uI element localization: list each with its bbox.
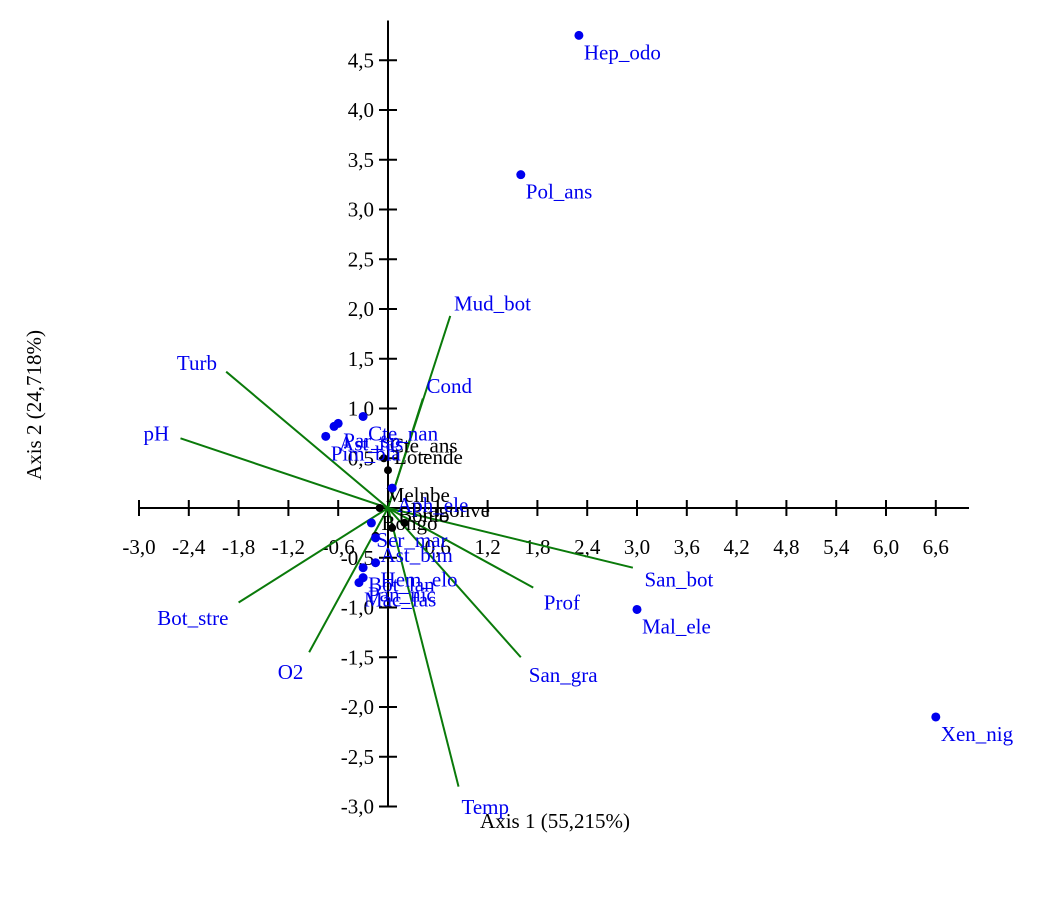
y-tick-label: -2,5: [341, 745, 374, 769]
y-tick-label: -3,0: [341, 795, 374, 819]
species-label: Pol_ans: [526, 180, 593, 204]
y-tick-label: 0,5: [348, 446, 374, 470]
vector-label: San_bot: [645, 568, 714, 592]
sample-point: [375, 504, 384, 512]
vector-label: Mud_bot: [454, 292, 531, 316]
y-tick-label: -0,5: [341, 546, 374, 570]
species-label: Aph_ele: [397, 493, 468, 517]
vector-label: Bot_stre: [157, 606, 228, 630]
y-tick-label: 3,0: [348, 198, 374, 222]
axes: -3,0 -2,4 -1,8 -1,2 -0,6 0,6 1,2 1,8 2,4 3,0 3,6 4,…: [122, 20, 969, 819]
species-point: [371, 558, 381, 568]
x-tick-label: -3,0: [122, 535, 155, 559]
species-point: [387, 483, 397, 493]
sample-point: [379, 454, 388, 463]
x-tick-label: 2,4: [574, 535, 601, 559]
species-label: Hep_odo: [584, 40, 661, 64]
species-label: Pim_bla: [331, 441, 402, 465]
species-point: [516, 170, 526, 180]
species-point: [358, 563, 368, 573]
y-tick-label: 2,0: [348, 297, 374, 321]
vector-label: O2: [278, 660, 304, 684]
x-tick-label: -1,8: [222, 535, 255, 559]
y-tick-label: -2,0: [341, 695, 374, 719]
species-point: [371, 533, 381, 543]
sample-point: [384, 466, 392, 475]
y-tick-label: 4,0: [348, 98, 374, 122]
species-label: Bot_lan: [368, 573, 435, 597]
species-point: [329, 421, 339, 431]
species-label: Ast_fas: [339, 431, 403, 455]
vector-bot-stre: [238, 507, 389, 604]
species-point: [931, 712, 941, 722]
sample-label: Cte_ans: [390, 433, 458, 457]
vector-label: pH: [143, 422, 169, 446]
species-label: Mal_ele: [642, 614, 711, 638]
x-tick-label: 1,2: [474, 535, 500, 559]
sample-point: [400, 518, 409, 527]
vector-turb: [225, 370, 389, 509]
y-tick-label: -1,0: [341, 596, 374, 620]
species-point: [632, 604, 642, 614]
sample-point: [388, 523, 397, 532]
vector-temp: [387, 507, 460, 787]
y-axis-label: Axis 2 (24,718%): [22, 330, 46, 480]
species-label: Ser_mar: [376, 528, 447, 552]
x-tick-label: 6,6: [923, 535, 949, 559]
species-label: Ast_bim: [381, 543, 453, 567]
x-tick-label: 5,4: [823, 535, 850, 559]
vector-san-bot: [387, 507, 634, 569]
species-point: [358, 573, 368, 583]
environmental-vectors: Mud_bot Turb Cond pH San_bot Prof San_gra Temp B…: [143, 292, 713, 820]
y-tick-label: -1,5: [341, 645, 374, 669]
x-tick-label: 6,0: [873, 535, 899, 559]
species-label: Mac_fas: [364, 588, 436, 612]
species-label: Hem_elo: [381, 568, 458, 592]
y-tick-label: 4,5: [348, 48, 374, 72]
species-label: Par_sp: [343, 428, 400, 452]
species-point: [321, 431, 331, 441]
vector-label: Cond: [427, 374, 473, 398]
x-tick-label: 4,2: [723, 535, 749, 559]
y-tick-label: 3,5: [348, 148, 374, 172]
x-tick-label: 3,6: [674, 535, 700, 559]
x-tick-label: -2,4: [172, 535, 206, 559]
species-point: [574, 30, 584, 40]
species-label: Pan_nic: [368, 583, 436, 607]
species-point: [358, 411, 368, 421]
vector-prof: [387, 507, 534, 589]
y-tick-label: 2,5: [348, 247, 374, 271]
vector-label: Temp: [461, 795, 509, 819]
species-label: Cte_nan: [368, 421, 438, 445]
vector-label: Prof: [544, 590, 580, 614]
vector-label: San_gra: [529, 663, 598, 687]
sample-label: Bonlo: [398, 503, 449, 527]
vector-ph: [180, 437, 389, 509]
sample-label: Lotende: [394, 445, 463, 469]
vector-label: Turb: [177, 351, 217, 375]
x-axis-label: Axis 1 (55,215%): [480, 809, 630, 833]
species-label: Xen_nig: [941, 722, 1014, 746]
vector-san-gra: [387, 507, 522, 658]
sample-label: Pragonve: [411, 498, 490, 522]
x-tick-label: 3,0: [624, 535, 650, 559]
x-tick-label: -1,2: [272, 535, 305, 559]
y-tick-label: 1,5: [348, 347, 374, 371]
x-tick-label: 4,8: [773, 535, 799, 559]
data-points: LotendeCte_ansMelnbePragonveBongoBonloHe…: [321, 30, 1014, 746]
species-point: [366, 518, 376, 528]
